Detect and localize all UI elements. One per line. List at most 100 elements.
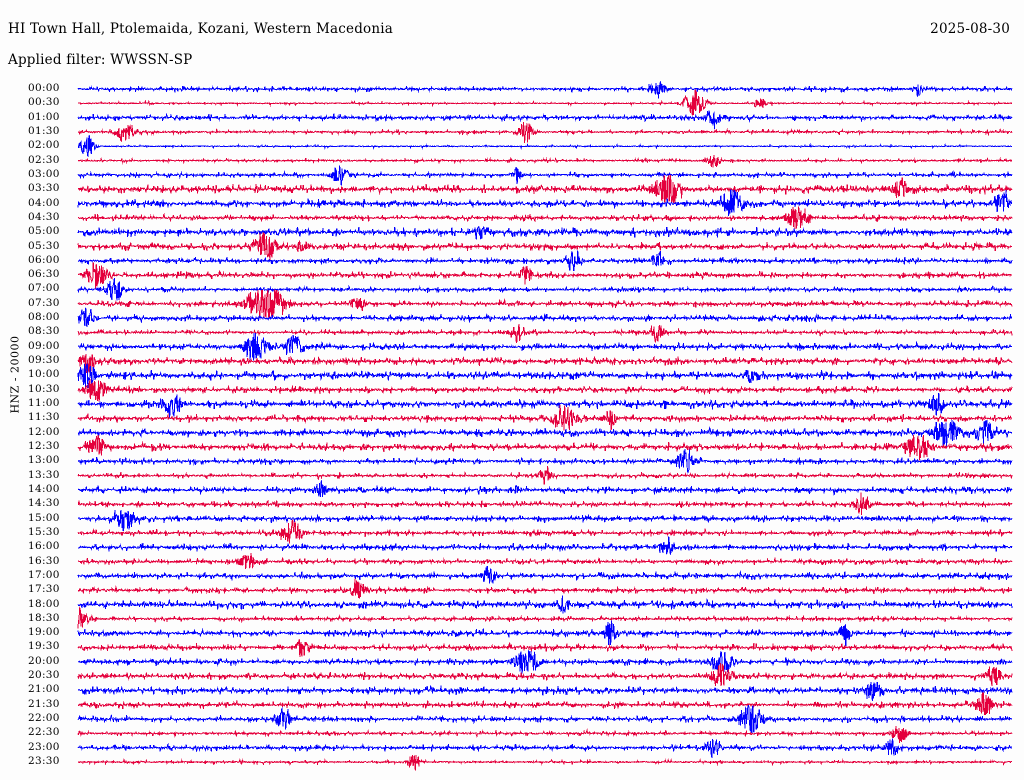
trace-1230 (77, 434, 1013, 461)
time-label-1430: 14:30 (28, 497, 60, 510)
time-label-0930: 09:30 (28, 354, 60, 367)
time-label-0330: 03:30 (28, 182, 60, 195)
time-label-0130: 01:30 (28, 124, 60, 137)
time-label-2000: 20:00 (28, 654, 60, 667)
trace-1200 (77, 419, 1013, 447)
trace-0730 (77, 288, 1013, 319)
applied-filter-label: Applied filter: WWSSN-SP (8, 52, 193, 68)
trace-0700 (77, 277, 1013, 301)
time-label-0400: 04:00 (28, 196, 60, 209)
trace-0430 (77, 206, 1013, 230)
time-label-0900: 09:00 (28, 339, 60, 352)
time-label-1200: 12:00 (28, 425, 60, 438)
time-label-1630: 16:30 (28, 554, 60, 567)
time-label-1530: 15:30 (28, 525, 60, 538)
time-label-1400: 14:00 (28, 482, 60, 495)
trace-1600 (77, 536, 1013, 556)
time-label-1930: 19:30 (28, 640, 60, 653)
trace-2200 (77, 704, 1013, 734)
trace-1730 (77, 578, 1013, 599)
trace-1330 (77, 465, 1013, 485)
time-label-1900: 19:00 (28, 626, 60, 639)
time-label-1030: 10:30 (28, 382, 60, 395)
time-label-0630: 06:30 (28, 268, 60, 281)
trace-0100 (77, 110, 1013, 130)
time-label-2130: 21:30 (28, 697, 60, 710)
page-title: HI Town Hall, Ptolemaida, Kozani, Wester… (8, 21, 394, 37)
time-label-1830: 18:30 (28, 611, 60, 624)
trace-2300 (77, 738, 1013, 759)
trace-2000 (77, 650, 1013, 674)
time-label-1230: 12:30 (28, 440, 60, 452)
trace-1000 (77, 363, 1013, 388)
trace-1100 (77, 392, 1013, 418)
trace-2130 (77, 691, 1013, 716)
trace-0500 (77, 225, 1013, 240)
time-label-1600: 16:00 (28, 540, 60, 553)
trace-0200 (77, 135, 1013, 158)
trace-0130 (77, 121, 1013, 144)
time-label-0230: 02:30 (28, 153, 60, 166)
time-label-0700: 07:00 (28, 282, 60, 295)
trace-2100 (77, 681, 1013, 702)
trace-0330 (77, 175, 1013, 203)
time-label-2200: 22:00 (28, 712, 60, 725)
trace-1700 (77, 565, 1013, 584)
time-label-1800: 18:00 (28, 597, 60, 610)
trace-0530 (77, 232, 1013, 261)
time-label-2100: 21:00 (28, 683, 60, 696)
time-label-0530: 05:30 (28, 239, 60, 252)
time-label-2300: 23:00 (28, 740, 60, 753)
trace-0030 (77, 89, 1013, 116)
trace-2330 (77, 754, 1013, 771)
trace-1530 (77, 519, 1013, 544)
time-label-1000: 10:00 (28, 368, 60, 381)
time-label-1330: 13:30 (28, 468, 60, 481)
time-label-0800: 08:00 (28, 311, 60, 324)
trace-1430 (77, 492, 1013, 515)
time-label-0600: 06:00 (28, 253, 60, 266)
trace-1900 (77, 620, 1013, 647)
trace-2230 (77, 725, 1013, 744)
trace-0230 (77, 155, 1013, 168)
record-date: 2025-08-30 (930, 21, 1010, 37)
trace-1930 (77, 639, 1013, 658)
time-label-0300: 03:00 (28, 167, 60, 180)
trace-0830 (77, 324, 1013, 344)
time-label-0430: 04:30 (28, 210, 60, 223)
time-label-1500: 15:00 (28, 511, 60, 524)
time-label-1300: 13:00 (28, 454, 60, 467)
trace-1630 (77, 552, 1013, 570)
time-label-2330: 23:30 (28, 755, 60, 768)
trace-1830 (77, 606, 1013, 629)
trace-0300 (77, 165, 1013, 186)
trace-1300 (77, 449, 1013, 474)
time-label-0000: 00:00 (28, 82, 60, 94)
trace-2030 (77, 662, 1013, 686)
time-label-0030: 00:30 (28, 96, 60, 109)
time-label-1130: 11:30 (28, 411, 60, 424)
trace-0930 (77, 353, 1013, 374)
trace-1800 (77, 595, 1013, 614)
time-label-2030: 20:30 (28, 669, 60, 682)
trace-0800 (77, 307, 1013, 327)
trace-0630 (77, 262, 1013, 289)
time-label-0830: 08:30 (28, 325, 60, 338)
time-label-0500: 05:00 (28, 225, 60, 238)
trace-1030 (77, 379, 1013, 402)
time-label-0730: 07:30 (28, 296, 60, 309)
time-label-2230: 22:30 (28, 726, 60, 739)
trace-1130 (77, 404, 1013, 431)
time-label-0200: 02:00 (28, 139, 60, 152)
time-label-1730: 17:30 (28, 583, 60, 596)
trace-0000 (77, 80, 1013, 99)
time-label-0100: 01:00 (28, 110, 60, 123)
trace-1400 (77, 479, 1013, 498)
trace-1500 (77, 509, 1013, 532)
trace-0900 (77, 333, 1013, 361)
trace-0600 (77, 250, 1013, 272)
time-label-1700: 17:00 (28, 568, 60, 581)
